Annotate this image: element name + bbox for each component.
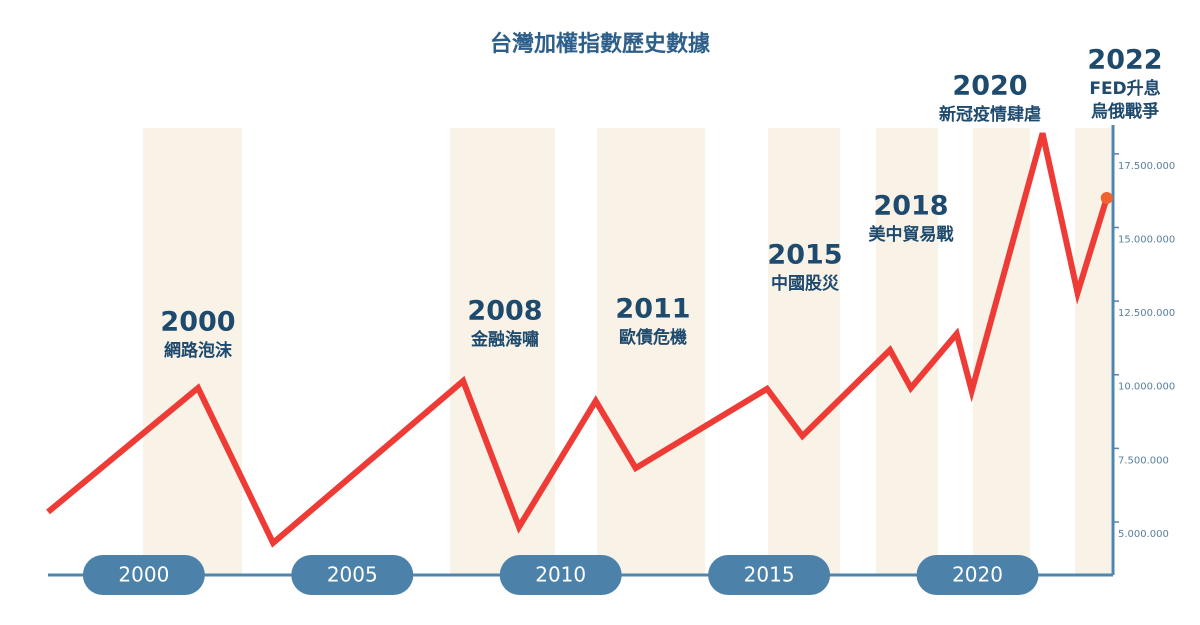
annotation-label: 烏俄戰爭	[1091, 101, 1159, 122]
annotation-label: 美中貿易戰	[869, 224, 954, 245]
x-tick-label: 2020	[952, 563, 1003, 587]
annotation-year: 2008	[467, 296, 542, 327]
x-tick-label: 2005	[327, 563, 378, 587]
annotation-year: 2015	[767, 240, 842, 271]
y-tick-label: 15.000.000	[1118, 234, 1175, 245]
x-tick-pill	[708, 555, 831, 595]
y-tick-label: 5.000.000	[1118, 529, 1169, 540]
annotation-label: 歐債危機	[619, 327, 687, 348]
annotation-year: 2020	[952, 71, 1027, 102]
annotation-year: 2018	[873, 191, 948, 222]
y-tick-label: 12.500.000	[1118, 308, 1175, 319]
x-tick-pill	[916, 555, 1039, 595]
y-tick-label: 17.500.000	[1118, 161, 1175, 172]
x-tick-label: 2015	[744, 563, 795, 587]
annotation-year: 2011	[615, 294, 690, 325]
annotation-year: 2022	[1087, 45, 1162, 76]
background-bands	[143, 128, 1111, 575]
annotation-label: 網路泡沫	[164, 340, 233, 361]
x-tick-label: 2000	[118, 563, 169, 587]
y-tick-label: 10.000.000	[1118, 382, 1175, 393]
annotation-label: 中國股災	[771, 273, 840, 294]
y-tick-label: 7.500.000	[1118, 455, 1169, 466]
x-tick-label: 2010	[535, 563, 586, 587]
end-point	[1100, 192, 1113, 205]
x-tick-pill	[82, 555, 205, 595]
annotation-label: 新冠疫情肆虐	[939, 104, 1041, 125]
annotation-label: FED升息	[1089, 78, 1160, 99]
x-tick-pill	[499, 555, 622, 595]
line	[46, 132, 1110, 548]
x-tick-pill	[291, 555, 414, 595]
annotation-label: 金融海嘯	[470, 329, 539, 350]
annotation-year: 2000	[160, 307, 235, 338]
chart-title: 台灣加權指數歷史數據	[490, 31, 711, 57]
